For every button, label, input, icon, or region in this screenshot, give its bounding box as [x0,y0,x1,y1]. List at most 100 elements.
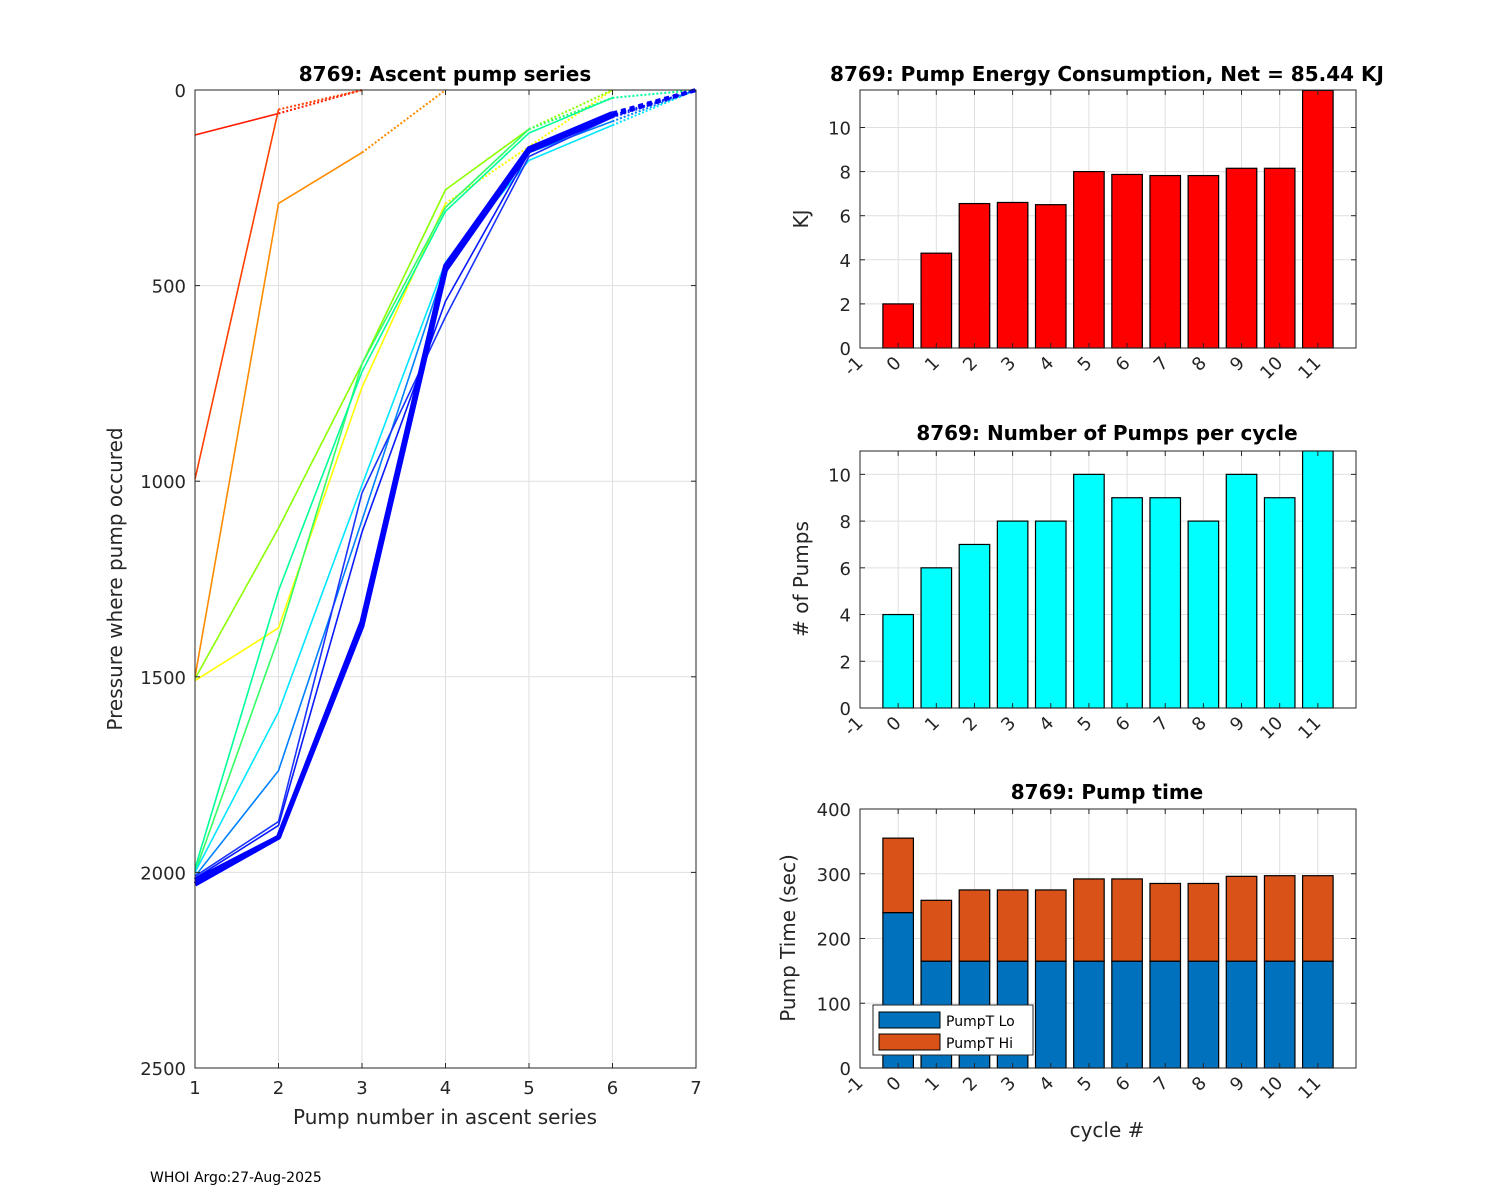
pump-time-chart: 8769: Pump time cycle # Pump Time (sec) … [776,780,1357,1142]
pumptime-x-tick-label: 3 [997,1073,1020,1096]
pumptime-x-tick-label: 11 [1294,1073,1325,1104]
energy-bar [1263,167,1296,349]
pumps-x-tick-label: 3 [997,713,1020,736]
pumptime-hi-bar [1263,875,1296,962]
pumptime-y-tick-label: 200 [817,930,851,951]
pumps-x-tick-label: 2 [959,713,982,736]
ascent-x-tick-label: 7 [690,1078,701,1099]
pumps-y-tick-label: 2 [840,652,851,673]
ascent-x-tick-label: 4 [440,1078,451,1099]
ascent-series-line [194,109,280,480]
pumps-bar [1034,520,1067,709]
energy-x-tick-label: 5 [1074,353,1097,376]
energy-x-tick-label: 6 [1112,353,1135,376]
pumptime-x-tick-label: 7 [1150,1073,1173,1096]
energy-bar [1149,174,1182,349]
pumps-bar [1301,450,1334,709]
legend-label: PumpT Lo [946,1014,1015,1030]
pumps-bar [1073,473,1105,709]
energy-bar [1073,170,1105,349]
ascent-series-line [194,203,447,682]
legend-label: PumpT Hi [946,1036,1013,1052]
pumps-y-tick-label: 6 [840,559,851,580]
pumps-per-cycle-chart: 8769: Number of Pumps per cycle # of Pum… [789,421,1357,744]
pumptime-x-tick-label: 2 [959,1073,982,1096]
energy-bar [1301,89,1334,349]
pumptime-x-tick-label: 6 [1112,1073,1135,1096]
pumps-bar [882,613,915,709]
ascent-x-tick-label: 1 [189,1078,200,1099]
pumps-x-tick-label: 9 [1226,713,1249,736]
energy-consumption-chart: 8769: Pump Energy Consumption, Net = 85.… [789,62,1384,384]
pumps-bar [996,520,1029,709]
energy-x-tick-label: 2 [959,353,982,376]
pumptime-hi-bar [1225,875,1258,962]
energy-x-tick-label: 1 [921,353,944,376]
energy-x-tick-label: 4 [1035,353,1058,376]
ascent-series-surface-segment [278,89,363,115]
pumps-y-axis-label: # of Pumps [789,521,813,637]
energy-chart-title: 8769: Pump Energy Consumption, Net = 85.… [830,62,1384,86]
pumptime-hi-bar [996,889,1029,962]
pumptime-hi-bar [1073,878,1105,962]
ascent-series-surface-segment [611,88,697,118]
pumps-x-tick-label: 10 [1256,713,1287,744]
ascent-series-surface-segment [528,96,613,131]
pumptime-y-tick-label: 100 [817,994,851,1015]
pumps-x-tick-label: 1 [921,713,944,736]
pumptime-lo-bar [1263,960,1296,1069]
energy-x-tick-label: 7 [1150,353,1173,376]
energy-bar [958,202,991,349]
ascent-series-surface-segment [361,89,447,154]
pumptime-x-tick-label: 8 [1188,1073,1211,1096]
ascent-pump-series-chart: 8769: Ascent pump series Pump number in … [103,62,702,1129]
legend-swatch [878,1011,941,1029]
pumps-y-tick-label: 4 [840,606,851,627]
energy-axes-box [859,89,1357,349]
ascent-series-surface-segment [612,89,697,99]
energy-y-tick-label: 8 [840,163,851,184]
pumps-x-tick-label: 11 [1294,713,1325,744]
pumps-x-tick-label: 6 [1112,713,1135,736]
energy-bar [1187,174,1220,349]
pumps-x-tick-label: 8 [1188,713,1211,736]
pumptime-legend: PumpT Lo PumpT Hi [872,1004,1034,1056]
ascent-series-line [194,97,613,869]
ascent-y-tick-label: 0 [175,81,186,102]
energy-bar [996,201,1029,349]
ascent-y-tick-label: 1000 [140,472,186,493]
energy-bar [1111,173,1143,349]
pumptime-chart-title: 8769: Pump time [1011,780,1203,804]
energy-y-tick-label: 10 [828,118,851,139]
pumps-y-tick-label: 0 [840,699,851,720]
pumps-x-tick-label: 7 [1150,713,1173,736]
pumptime-x-tick-label: 9 [1226,1073,1249,1096]
energy-bar [1225,167,1258,349]
ascent-y-tick-label: 500 [152,277,186,298]
energy-x-tick-label: 3 [997,353,1020,376]
pumps-x-tick-label: 4 [1035,713,1058,736]
pumptime-lo-bar [1111,960,1143,1069]
energy-y-tick-label: 6 [840,207,851,228]
pumptime-hi-bar [882,837,915,914]
energy-y-axis-label: KJ [789,209,813,228]
energy-y-tick-label: 2 [840,295,851,316]
energy-bar [1034,204,1067,349]
pumptime-x-tick-label: 0 [883,1073,906,1096]
pumps-bar [1187,520,1220,709]
pumptime-hi-bar [1034,889,1067,962]
ascent-y-tick-label: 2000 [140,863,186,884]
ascent-series-line [194,116,613,877]
energy-x-tick-label: 0 [883,353,906,376]
ascent-x-tick-label: 5 [523,1078,534,1099]
ascent-x-tick-label: 6 [607,1078,618,1099]
pumptime-lo-bar [1225,960,1258,1069]
legend-swatch [878,1033,941,1051]
ascent-series-surface-segment [612,89,697,123]
pumptime-lo-bar [1034,960,1067,1069]
ascent-series-line [194,112,279,136]
pumptime-hi-bar [1301,875,1334,962]
pumptime-x-tick-label: 5 [1074,1073,1097,1096]
ascent-series-surface-segment [528,89,613,131]
